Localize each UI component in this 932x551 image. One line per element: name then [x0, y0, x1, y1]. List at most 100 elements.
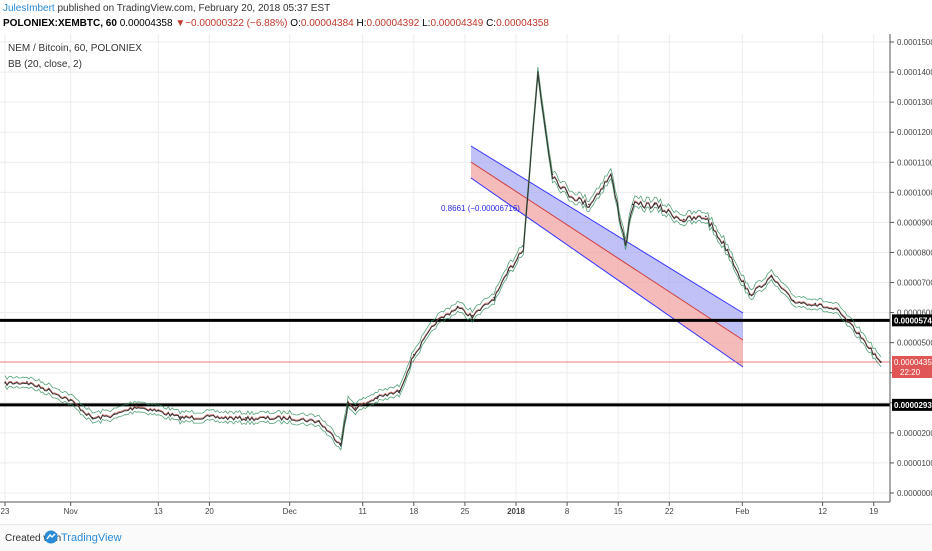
- channel-lower-fill: [471, 162, 743, 367]
- level-price-label: 0.00005742: [894, 316, 932, 325]
- x-tick-label: 12: [818, 507, 827, 516]
- price-point: [493, 296, 495, 299]
- price-point: [522, 245, 525, 248]
- x-tick-label: 22: [665, 507, 674, 516]
- price-point: [632, 203, 634, 206]
- price-point: [113, 413, 116, 416]
- price-point: [551, 173, 554, 176]
- price-point: [858, 332, 860, 335]
- price-point: [792, 299, 795, 302]
- price-point: [91, 417, 94, 419]
- price-point: [705, 215, 707, 218]
- price-point: [318, 420, 320, 422]
- x-tick-label: 20: [205, 507, 214, 516]
- price-point: [880, 361, 882, 363]
- price-point: [48, 388, 50, 391]
- created-with-text: Created with: [5, 533, 62, 544]
- price-point: [347, 402, 349, 404]
- price-point: [288, 416, 291, 419]
- price-point: [544, 125, 546, 127]
- close-value: 0.00004358: [496, 18, 549, 29]
- ohlc-line: POLONIEX:XEMBTC, 60 0.00004358 ▼−0.00000…: [3, 18, 549, 29]
- horizontal-levels[interactable]: [0, 318, 890, 407]
- grid: [0, 34, 890, 500]
- footer: Created with TradingView: [0, 524, 932, 551]
- price-point: [157, 409, 160, 412]
- chart-frame[interactable]: 0.00015000 0.00014000 0.00013000 0.00012000…: [0, 34, 932, 518]
- x-tick-label: Dec: [283, 507, 297, 516]
- high-label: H:: [356, 18, 367, 29]
- y-tick-label: 0.00002000: [897, 429, 932, 438]
- current-price-label: 0.00004358: [894, 358, 932, 367]
- y-tick-label: 0.00010000: [897, 188, 932, 197]
- price-point: [537, 71, 539, 73]
- price-point: [836, 308, 838, 311]
- y-tick-label: 0.00014000: [897, 68, 932, 77]
- tradingview-brand[interactable]: TradingView: [61, 532, 122, 544]
- symbol-label: POLONIEX:XEMBTC, 60: [3, 18, 117, 29]
- axis-labels: 0.00015000 0.00014000 0.00013000 0.00012000…: [1, 38, 932, 516]
- channel-mid-line[interactable]: [470, 161, 744, 341]
- channel-upper-line[interactable]: [470, 145, 744, 314]
- close-label: C:: [486, 18, 497, 29]
- chart-header: JulesImbert published on TradingView.com…: [0, 0, 932, 32]
- y-tick-label: 0.00005000: [897, 339, 932, 348]
- price-point: [398, 390, 401, 392]
- price-point: [726, 248, 729, 251]
- pair-title: NEM / Bitcoin, 60, POLONIEX: [8, 43, 142, 54]
- price-point: [566, 191, 568, 194]
- x-tick-label: 13: [154, 507, 163, 516]
- x-tick-label: 23: [1, 507, 10, 516]
- tradingview-logo-icon[interactable]: [44, 530, 58, 544]
- fib-ratio-label: 0.8661 (−0.00006716): [441, 204, 520, 213]
- price-point: [208, 415, 211, 418]
- price-point: [26, 381, 28, 383]
- price-chart[interactable]: 0.00015000 0.00014000 0.00013000 0.00012000…: [0, 34, 932, 518]
- y-tick-label: 0.00000000: [897, 489, 932, 498]
- price-point: [245, 417, 247, 419]
- indicator-label[interactable]: BB (20, close, 2): [8, 59, 82, 70]
- price-point: [135, 405, 138, 407]
- price-point: [653, 203, 656, 206]
- x-tick-label: 15: [614, 507, 623, 516]
- channel-lower-line[interactable]: [470, 177, 744, 368]
- price-point: [413, 353, 415, 356]
- y-tick-label: 0.00013000: [897, 98, 932, 107]
- price-point: [376, 396, 379, 398]
- price-series: [4, 66, 882, 451]
- bar-countdown-label: 22:20: [900, 368, 921, 377]
- open-value: 0.00004384: [300, 18, 354, 29]
- low-value: 0.00004349: [430, 18, 484, 29]
- y-tick-label: 0.00006000: [897, 309, 932, 318]
- price-point: [434, 320, 437, 323]
- level-price-label: 0.00002931: [894, 401, 932, 410]
- x-tick-label: 8: [565, 507, 570, 516]
- price-point: [588, 203, 590, 206]
- current-price-tag: [892, 355, 932, 378]
- regression-channel[interactable]: [470, 145, 744, 368]
- y-tick-label: 0.00001000: [897, 459, 932, 468]
- price-line: [4, 72, 882, 448]
- bollinger-upper-band: [4, 66, 882, 441]
- author-link[interactable]: JulesImbert: [3, 3, 55, 14]
- price-point: [507, 269, 510, 272]
- price-point: [4, 381, 6, 384]
- price-point: [748, 293, 751, 296]
- y-tick-label: 0.00011000: [897, 158, 932, 167]
- x-tick-label: Nov: [64, 507, 78, 516]
- price-point: [471, 314, 474, 317]
- publish-line: JulesImbert published on TradingView.com…: [3, 3, 330, 14]
- price-point: [770, 275, 773, 278]
- x-tick-label: 18: [409, 507, 418, 516]
- x-tick-label: 25: [460, 507, 469, 516]
- price-point: [814, 302, 817, 305]
- last-price: 0.00004358: [119, 18, 173, 29]
- x-tick-label: 19: [869, 507, 878, 516]
- published-text: published on TradingView.com, February 2…: [57, 3, 331, 14]
- y-tick-label: 0.00012000: [897, 128, 932, 137]
- x-tick-label: Feb: [735, 507, 749, 516]
- price-point: [610, 173, 612, 176]
- axes: [0, 34, 894, 506]
- low-label: L:: [422, 18, 431, 29]
- open-label: O:: [290, 18, 301, 29]
